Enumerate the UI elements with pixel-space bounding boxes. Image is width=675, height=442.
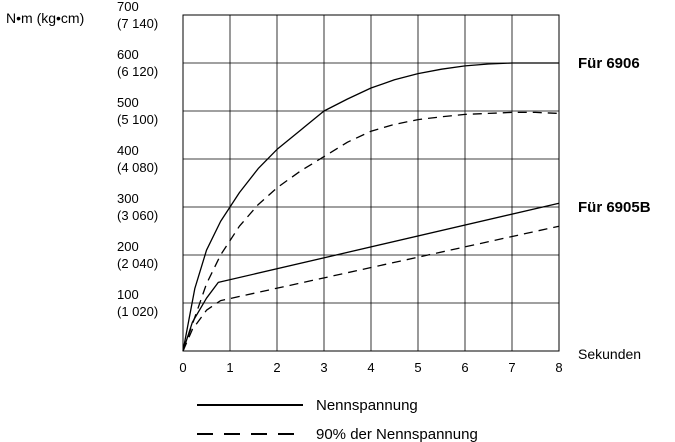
y-tick-label: 400 (4 080) [117,143,158,175]
group-label-6905b: Für 6905B [578,199,651,216]
x-tick-label: 0 [179,360,186,375]
x-tick-label: 1 [226,360,233,375]
grid [183,15,559,351]
x-tick-label: 2 [273,360,280,375]
x-tick-label: 7 [508,360,515,375]
y-tick-label: 700 (7 140) [117,0,158,31]
x-tick-label: 3 [320,360,327,375]
y-tick-label: 600 (6 120) [117,47,158,79]
x-tick-label: 6 [461,360,468,375]
y-tick-label: 100 (1 020) [117,287,158,319]
y-tick-label: 300 (3 060) [117,191,158,223]
x-axis-unit-label: Sekunden [578,346,641,362]
x-tick-label: 8 [555,360,562,375]
y-axis-unit-label: N•m (kg•cm) [6,10,84,26]
y-tick-label: 200 (2 040) [117,239,158,271]
legend-solid-label: Nennspannung [316,397,418,414]
x-tick-label: 4 [367,360,374,375]
legend-dashed-label: 90% der Nennspannung [316,426,478,442]
group-label-6906: Für 6906 [578,55,640,72]
x-tick-label: 5 [414,360,421,375]
y-tick-label: 500 (5 100) [117,95,158,127]
legend: Nennspannung 90% der Nennspannung [197,397,478,442]
tick-labels: 0 1 2 3 4 5 6 7 8 100 (1 020) 200 (2 040) 300 (3 060) 4… [117,0,563,375]
